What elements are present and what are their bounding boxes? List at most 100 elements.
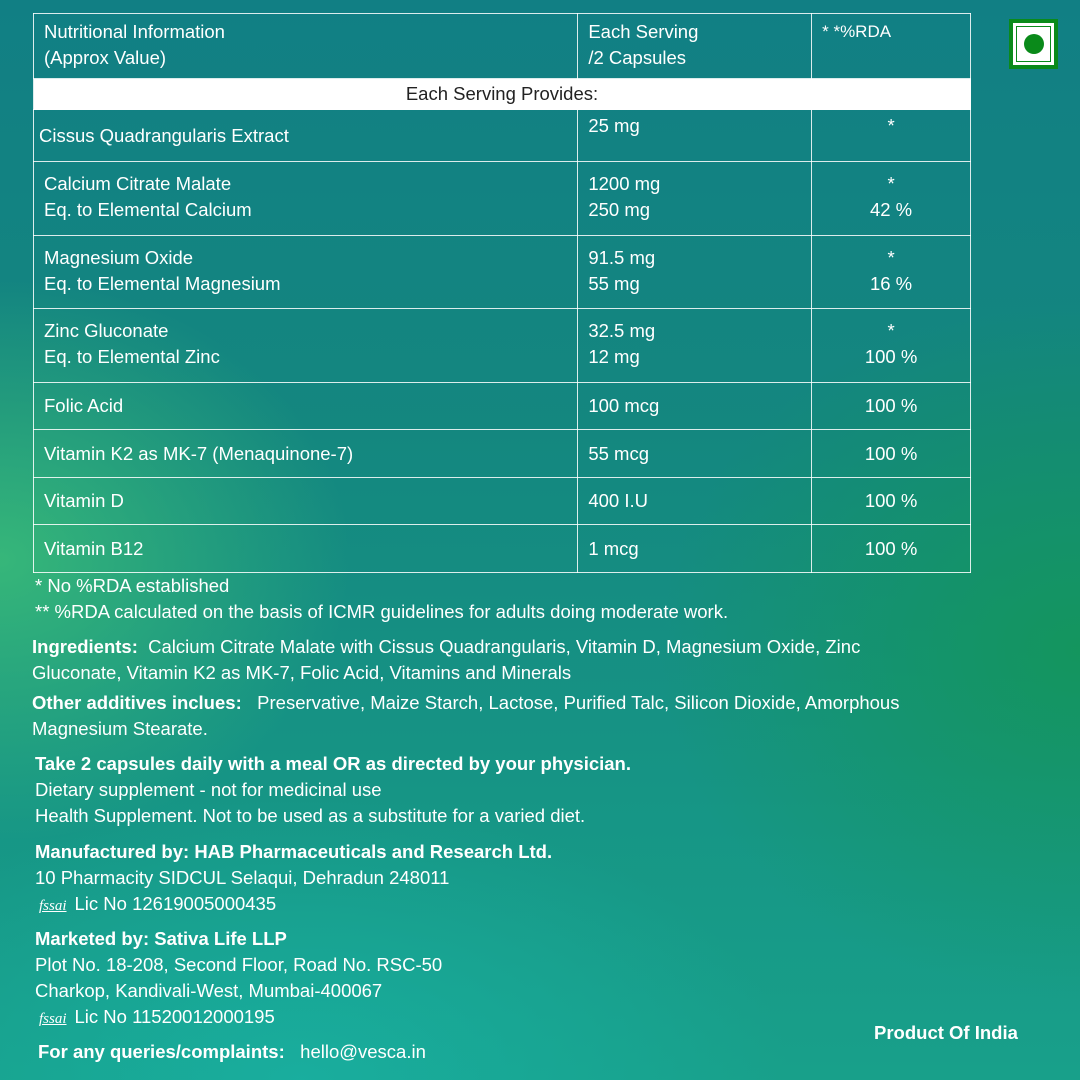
nutrient-name-line: Vitamin K2 as MK-7 (Menaquinone-7) [44, 442, 354, 464]
additives-line2: Magnesium Stearate. [32, 718, 208, 739]
nutrient-amount-line: 1200 mg [588, 173, 661, 194]
header-rda: * *%RDA [811, 13, 971, 79]
table-row: Folic Acid 100 mcg 100 % [32, 382, 971, 430]
nutrient-name-line: Eq. to Elemental Zinc [44, 346, 220, 367]
license-text: Lic No 12619005000435 [74, 893, 277, 914]
nutrient-name-line: Cissus Quadrangularis Extract [39, 124, 289, 146]
nutrient-name-line: Vitamin B12 [44, 537, 144, 559]
nutrient-name-line: Magnesium Oxide [44, 247, 194, 268]
marketer-title: Marketed by: Sativa Life LLP [35, 928, 287, 949]
nutrient-amount-line: 91.5 mg [588, 247, 656, 268]
nutrient-amount: 100 mcg [577, 382, 813, 430]
header-text: Each Serving [588, 21, 699, 42]
nutrient-amount-line: 32.5 mg [588, 320, 656, 341]
nutrient-name: Vitamin K2 as MK-7 (Menaquinone-7) [32, 429, 579, 478]
nutrient-name-line: Calcium Citrate Malate [44, 173, 232, 194]
ingredients-label: Ingredients: [32, 636, 138, 657]
note-rda-basis: ** %RDA calculated on the basis of ICMR … [35, 601, 729, 622]
nutrient-rda-line: * [887, 320, 895, 341]
contact-email[interactable]: hello@vesca.in [300, 1041, 426, 1062]
nutrient-rda: 100 % [811, 524, 971, 573]
table-row: Calcium Citrate Malate Eq. to Elemental C… [32, 161, 971, 236]
nutrient-name-line: Eq. to Elemental Magnesium [44, 273, 281, 294]
nutrient-name: Cissus Quadrangularis Extract [32, 109, 579, 162]
table-row: Zinc Gluconate Eq. to Elemental Zinc 32.5 … [32, 308, 971, 383]
table-row: Cissus Quadrangularis Extract 25 mg * [32, 109, 971, 162]
table-row: Magnesium Oxide Eq. to Elemental Magnesiu… [32, 235, 971, 309]
fssai-logo-icon: fssai [39, 898, 67, 914]
manufacturer-license: fssai Lic No 12619005000435 [35, 891, 276, 919]
nutrient-rda-line: 100 % [864, 537, 918, 559]
nutrient-name-line: Folic Acid [44, 395, 124, 416]
nutrient-amount-line: 1 mcg [588, 537, 639, 559]
table-row: Vitamin B12 1 mcg 100 % [32, 524, 971, 573]
marketer-address1: Plot No. 18-208, Second Floor, Road No. … [35, 954, 443, 975]
manufacturer-title: Manufactured by: HAB Pharmaceuticals and… [35, 841, 553, 862]
nutrient-amount: 91.5 mg 55 mg [577, 235, 813, 309]
nutrient-rda-line: * [887, 247, 895, 268]
nutrient-amount-line: 100 mcg [588, 395, 660, 416]
nutrient-rda-line: 16 % [869, 273, 913, 294]
note-no-rda: * No %RDA established [35, 575, 230, 596]
nutrient-amount-line: 25 mg [588, 115, 640, 136]
nutrient-rda: 100 % [811, 382, 971, 430]
nutrient-rda: 100 % [811, 429, 971, 478]
nutrient-amount: 55 mcg [577, 429, 813, 478]
nutrient-amount-line: 250 mg [588, 199, 651, 220]
nutrient-amount: 25 mg [577, 109, 813, 162]
header-text: (Approx Value) [44, 47, 167, 68]
nutrient-name-line: Vitamin D [44, 490, 124, 511]
nutrient-rda: * 42 % [811, 161, 971, 236]
veg-mark-icon [1009, 19, 1058, 69]
nutrient-amount-line: 400 I.U [588, 490, 648, 511]
nutrient-name: Vitamin D [32, 477, 579, 525]
nutrient-rda: * 16 % [811, 235, 971, 309]
nutrient-rda-line: 100 % [864, 490, 918, 511]
nutrient-rda-line: 100 % [864, 395, 918, 416]
marketer-license: fssai Lic No 11520012000195 [35, 1004, 275, 1032]
nutrient-amount-line: 12 mg [588, 346, 640, 367]
nutrition-table: Nutritional Information (Approx Value) Ea… [32, 13, 971, 573]
serving-band-row: Each Serving Provides: [33, 78, 971, 110]
header-nutrition-info: Nutritional Information (Approx Value) [32, 13, 579, 79]
nutrient-rda-line: * [887, 173, 895, 194]
nutrient-name: Magnesium Oxide Eq. to Elemental Magnesiu… [32, 235, 579, 309]
nutrient-name: Zinc Gluconate Eq. to Elemental Zinc [32, 308, 579, 383]
nutrient-name: Vitamin B12 [32, 524, 579, 573]
nutrient-rda: 100 % [811, 477, 971, 525]
nutrient-name-line: Eq. to Elemental Calcium [44, 199, 252, 220]
nutrient-rda-line: 100 % [864, 346, 918, 367]
nutrient-amount-line: 55 mcg [588, 442, 650, 464]
table-row: Vitamin K2 as MK-7 (Menaquinone-7) 55 mcg… [32, 429, 971, 478]
nutrient-name-line: Zinc Gluconate [44, 320, 169, 341]
header-serving: Each Serving/2 Capsules [577, 13, 813, 79]
contact-label: For any queries/complaints: [38, 1041, 285, 1062]
header-text: /2 Capsules [588, 47, 687, 68]
nutrient-rda-line: 100 % [864, 442, 918, 464]
nutrient-amount: 400 I.U [577, 477, 813, 525]
header-text: Nutritional Information [44, 21, 225, 42]
fssai-logo-icon: fssai [39, 1011, 67, 1027]
nutrient-rda-line: 42 % [869, 199, 913, 220]
ingredients-text: Calcium Citrate Malate with Cissus Quadr… [148, 636, 861, 657]
nutrient-rda-line: * [887, 115, 895, 136]
nutrient-amount-line: 55 mg [588, 273, 640, 294]
additives-text: Preservative, Maize Starch, Lactose, Pur… [257, 692, 900, 713]
nutrient-amount: 32.5 mg 12 mg [577, 308, 813, 383]
nutrient-name: Calcium Citrate Malate Eq. to Elemental C… [32, 161, 579, 236]
nutrient-rda: * 100 % [811, 308, 971, 383]
nutrient-rda: * [811, 109, 971, 162]
dosage-instruction: Take 2 capsules daily with a meal OR as … [35, 753, 632, 774]
contact: For any queries/complaints: hello@vesca.… [38, 1039, 426, 1065]
nutrient-amount: 1 mcg [577, 524, 813, 573]
manufacturer-address: 10 Pharmacity SIDCUL Selaqui, Dehradun 2… [35, 867, 450, 888]
nutrient-name: Folic Acid [32, 382, 579, 430]
additives: Other additives inclues: Preservative, M… [32, 690, 899, 716]
license-text: Lic No 11520012000195 [74, 1006, 275, 1027]
table-row: Vitamin D 400 I.U 100 % [32, 477, 971, 525]
additives-label: Other additives inclues: [32, 692, 242, 713]
nutrient-amount: 1200 mg 250 mg [577, 161, 813, 236]
table-header-row: Nutritional Information (Approx Value) Ea… [32, 13, 971, 79]
serving-band: Each Serving Provides: [33, 78, 971, 110]
ingredients: Ingredients: Calcium Citrate Malate with… [32, 634, 860, 660]
